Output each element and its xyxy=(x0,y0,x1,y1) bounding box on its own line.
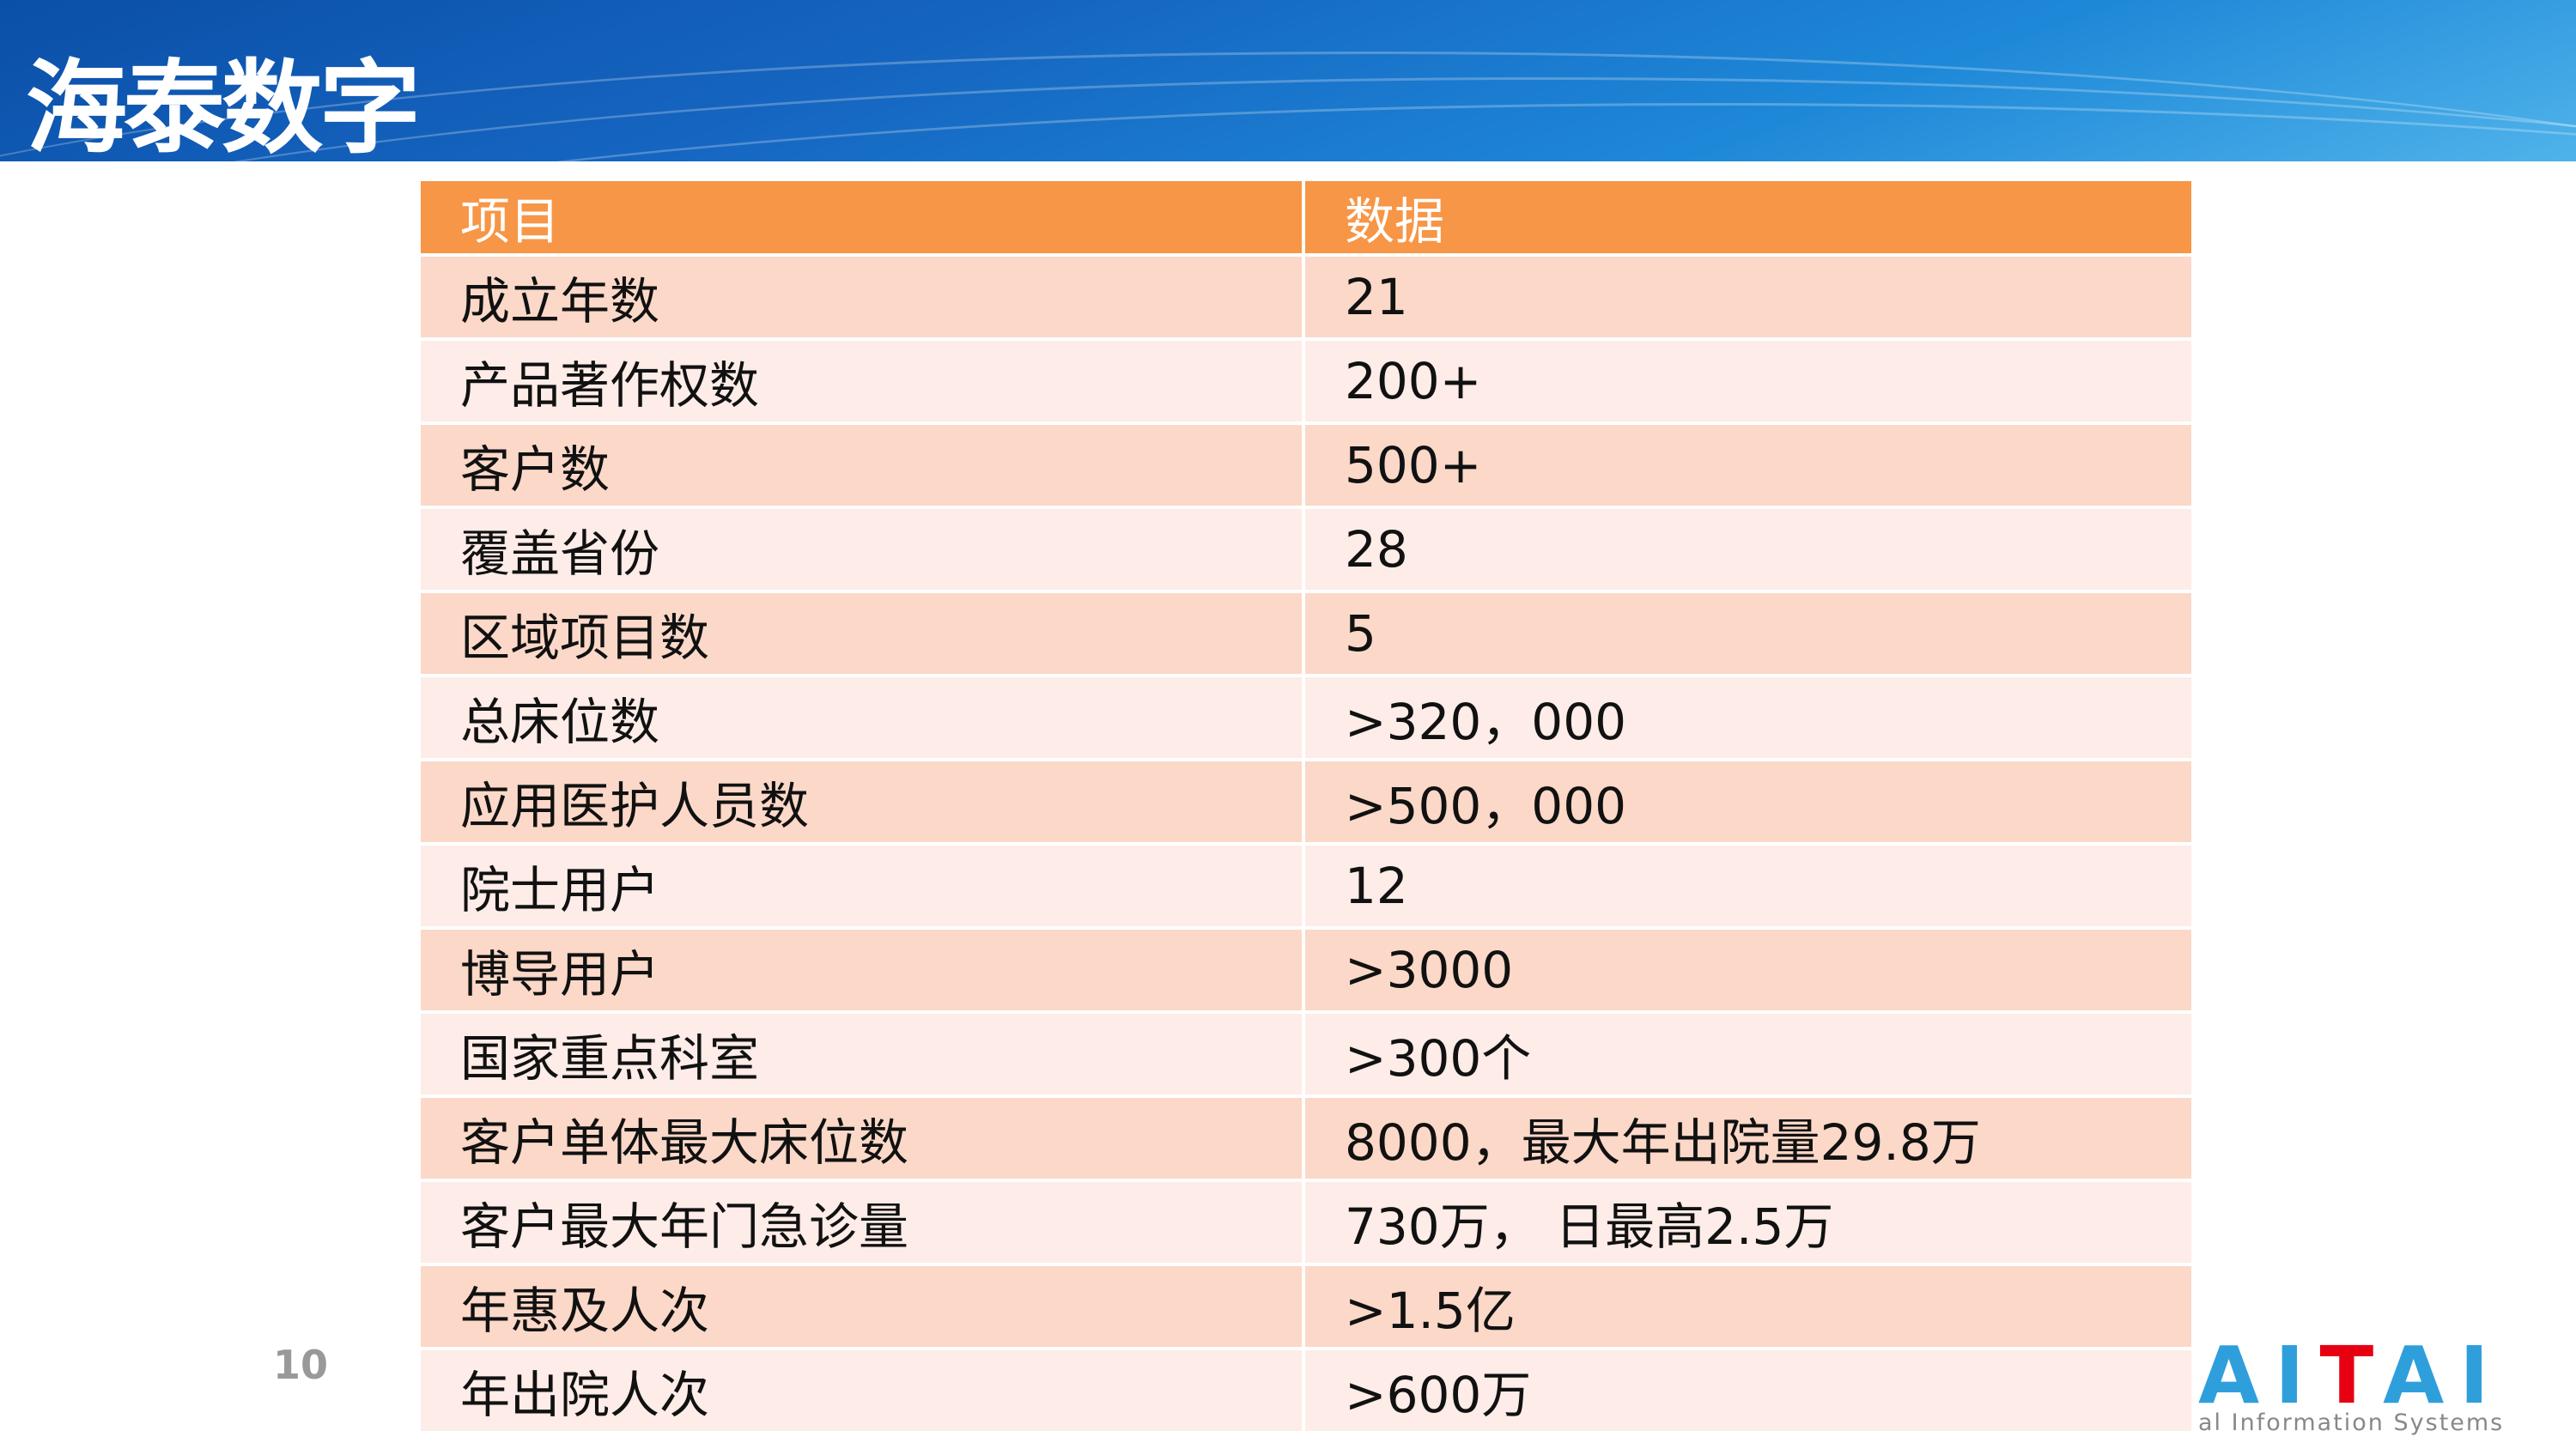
item-cell: 应用医护人员数 xyxy=(417,758,1305,846)
value-cell: >600万 xyxy=(1302,1347,2195,1434)
item-cell: 年出院人次 xyxy=(417,1347,1305,1434)
stats-table: 项目 数据 成立年数 21 产品著作权数 200+ 客户数 500+ 覆盖省份 28 区域项目数… xyxy=(417,178,2195,1434)
table-row: 成立年数 21 xyxy=(417,253,2195,341)
value-cell: 12 xyxy=(1302,842,2195,930)
value-cell: 5 xyxy=(1302,590,2195,677)
value-cell: >320，000 xyxy=(1302,674,2195,761)
column-header-item: 项目 xyxy=(417,178,1305,257)
table-row: 覆盖省份 28 xyxy=(417,506,2195,593)
item-cell: 国家重点科室 xyxy=(417,1010,1305,1098)
table-row: 客户单体最大床位数 8000，最大年出院量29.8万 xyxy=(417,1094,2195,1182)
item-cell: 客户数 xyxy=(417,421,1305,509)
item-cell: 总床位数 xyxy=(417,674,1305,761)
item-cell: 年惠及人次 xyxy=(417,1263,1305,1350)
value-cell: >300个 xyxy=(1302,1010,2195,1098)
table-header-row: 项目 数据 xyxy=(417,178,2195,257)
value-cell: 200+ xyxy=(1302,337,2195,425)
table-row: 院士用户 12 xyxy=(417,842,2195,930)
table-row: 应用医护人员数 >500，000 xyxy=(417,758,2195,846)
item-cell: 成立年数 xyxy=(417,253,1305,341)
table-row: 博导用户 >3000 xyxy=(417,926,2195,1014)
title-banner: 海泰数字 xyxy=(0,0,2576,161)
table-row: 总床位数 >320，000 xyxy=(417,674,2195,761)
item-cell: 客户单体最大床位数 xyxy=(417,1094,1305,1182)
value-cell: >1.5亿 xyxy=(1302,1263,2195,1350)
column-header-data: 数据 xyxy=(1302,178,2195,257)
value-cell: 8000，最大年出院量29.8万 xyxy=(1302,1094,2195,1182)
table-row: 国家重点科室 >300个 xyxy=(417,1010,2195,1098)
value-cell: 28 xyxy=(1302,506,2195,593)
value-cell: >500，000 xyxy=(1302,758,2195,846)
logo-subtitle: al Information Systems xyxy=(2198,1410,2505,1436)
company-logo: AITAI al Information Systems xyxy=(2198,1337,2524,1437)
page-title: 海泰数字 xyxy=(26,49,421,161)
table-row: 客户数 500+ xyxy=(417,421,2195,509)
page-number: 10 xyxy=(273,1342,329,1388)
table-row: 区域项目数 5 xyxy=(417,590,2195,677)
item-cell: 区域项目数 xyxy=(417,590,1305,677)
table-row: 产品著作权数 200+ xyxy=(417,337,2195,425)
value-cell: >3000 xyxy=(1302,926,2195,1014)
item-cell: 覆盖省份 xyxy=(417,506,1305,593)
item-cell: 院士用户 xyxy=(417,842,1305,930)
value-cell: 500+ xyxy=(1302,421,2195,509)
value-cell: 730万， 日最高2.5万 xyxy=(1302,1179,2195,1266)
value-cell: 21 xyxy=(1302,253,2195,341)
table-row: 年惠及人次 >1.5亿 xyxy=(417,1263,2195,1350)
item-cell: 博导用户 xyxy=(417,926,1305,1014)
item-cell: 客户最大年门急诊量 xyxy=(417,1179,1305,1266)
table-row: 年出院人次 >600万 xyxy=(417,1347,2195,1434)
table-row: 客户最大年门急诊量 730万， 日最高2.5万 xyxy=(417,1179,2195,1266)
item-cell: 产品著作权数 xyxy=(417,337,1305,425)
